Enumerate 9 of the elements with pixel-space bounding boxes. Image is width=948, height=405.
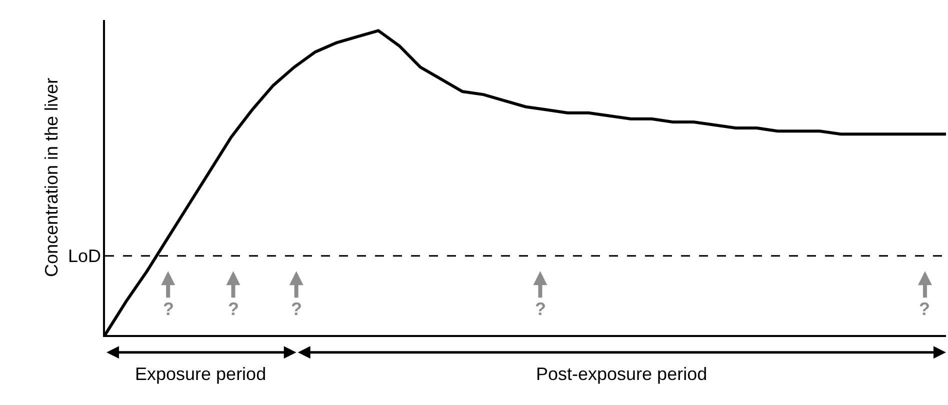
annotation: ? <box>163 299 174 319</box>
y-axis-title: Concentration in the liver <box>42 78 62 278</box>
annotation: ? <box>535 299 546 319</box>
annotation: ? <box>291 299 302 319</box>
text: Exposure period <box>135 364 266 384</box>
annotation: ? <box>919 299 930 319</box>
text: Post-exposure period <box>536 364 708 384</box>
annotation: ? <box>228 299 239 319</box>
ref-line-label: LoD <box>68 246 102 266</box>
